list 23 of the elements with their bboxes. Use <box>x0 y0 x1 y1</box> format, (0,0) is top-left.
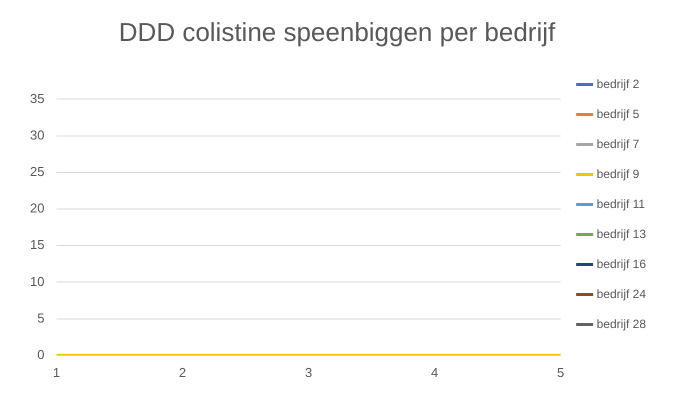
legend-label: bedrijf 9 <box>596 166 640 181</box>
y-tick-label: 20 <box>30 200 44 216</box>
x-tick-label: 4 <box>430 364 438 380</box>
legend-label: bedrijf 11 <box>596 196 646 211</box>
y-tick-label: 0 <box>37 346 44 362</box>
y-tick-label: 5 <box>37 310 44 326</box>
y-tick-label: 25 <box>30 164 44 179</box>
x-tick-label: 2 <box>178 364 186 380</box>
x-tick-label: 1 <box>52 364 60 380</box>
x-tick-label: 3 <box>304 364 312 380</box>
chart-title: DDD colistine speenbiggen per bedrijf <box>118 16 556 47</box>
y-tick-label: 35 <box>30 90 44 106</box>
y-tick-label: 15 <box>30 237 44 252</box>
legend-label: bedrijf 5 <box>596 106 640 121</box>
legend-label: bedrijf 7 <box>596 136 640 151</box>
legend-label: bedrijf 16 <box>596 256 646 271</box>
legend-label: bedrijf 2 <box>596 76 640 91</box>
x-tick-label: 5 <box>557 364 564 380</box>
y-tick-label: 10 <box>30 274 44 289</box>
legend-label: bedrijf 24 <box>596 286 646 301</box>
legend-label: bedrijf 13 <box>596 226 646 241</box>
legend-label: bedrijf 28 <box>596 316 646 331</box>
y-tick-label: 30 <box>30 127 44 142</box>
